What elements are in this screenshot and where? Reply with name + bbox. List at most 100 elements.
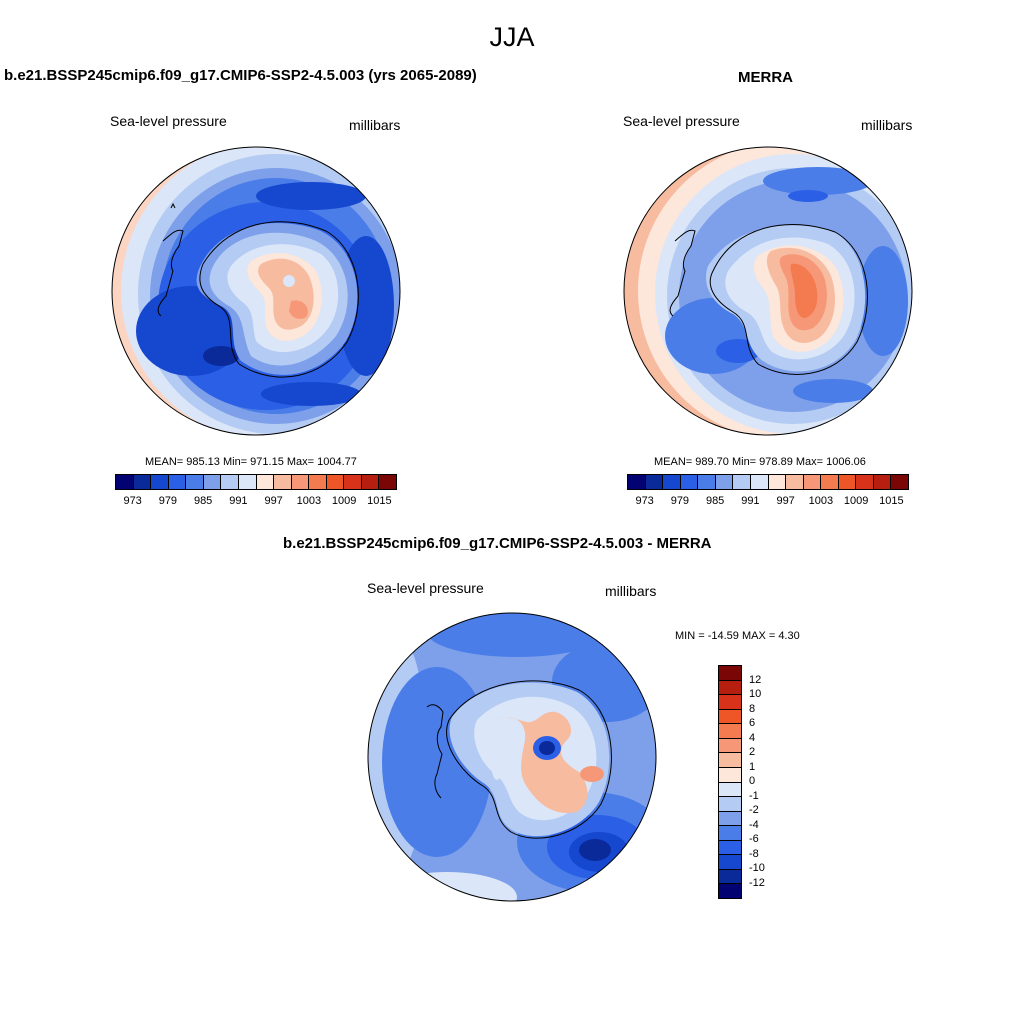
panel-2-colorbar-label: 1015 bbox=[879, 495, 904, 507]
panel-3-colorbar-swatch bbox=[719, 826, 741, 841]
panel-2-colorbar-swatch bbox=[873, 475, 892, 489]
panel-2-colorbar-swatch bbox=[838, 475, 857, 489]
panel-3-colorbar-label: -1 bbox=[749, 789, 759, 802]
panel-2-colorbar-swatch bbox=[803, 475, 822, 489]
panel-1-colorbar-label: 1003 bbox=[296, 495, 322, 507]
panel-2-colorbar-swatch bbox=[715, 475, 734, 489]
panel-2-colorbar-swatch bbox=[733, 475, 751, 489]
panel-1-colorbar-label: 1009 bbox=[331, 495, 357, 507]
panel-2-colorbar-label: 973 bbox=[635, 495, 654, 507]
panel-1-colorbar-label: 997 bbox=[264, 495, 283, 507]
panel-2-variable: Sea-level pressure bbox=[623, 113, 740, 129]
panel-1-colorbar-swatch bbox=[274, 475, 292, 489]
panel-3-colorbar-label: 2 bbox=[749, 746, 756, 758]
panel-2-colorbar-swatch bbox=[680, 475, 699, 489]
panel-1-colorbar-label: 973 bbox=[123, 495, 142, 507]
panel-1-colorbar-swatch bbox=[168, 475, 187, 489]
panel-1-colorbar-swatch bbox=[116, 475, 134, 489]
panel-1-colorbar-swatch bbox=[326, 475, 345, 489]
panel-3-colorbar-swatch bbox=[719, 695, 741, 710]
panel-2-colorbar-swatch bbox=[821, 475, 839, 489]
panel-3-colorbar-label: 0 bbox=[749, 775, 756, 787]
panel-3-colorbar-label: -10 bbox=[749, 862, 765, 874]
panel-2-colorbar bbox=[627, 474, 909, 490]
panel-3-colorbar-swatch bbox=[719, 884, 741, 898]
panel-2-colorbar-swatch bbox=[645, 475, 664, 489]
panel-3-polar-map bbox=[367, 612, 657, 902]
panel-3-colorbar-swatch bbox=[719, 738, 741, 754]
panel-2-colorbar-swatch bbox=[750, 475, 769, 489]
panel-2-title: MERRA bbox=[738, 69, 793, 86]
panel-2-colorbar-swatch bbox=[786, 475, 804, 489]
panel-3-variable: Sea-level pressure bbox=[367, 580, 484, 596]
panel-2-colorbar-label: 991 bbox=[741, 495, 760, 507]
panel-3-units: millibars bbox=[605, 583, 657, 599]
panel-1-colorbar-swatch bbox=[379, 475, 396, 489]
panel-3-colorbar-swatch bbox=[719, 666, 741, 681]
figure-title: JJA bbox=[489, 22, 535, 52]
panel-3-colorbar-labels: 12 10 8 6 4 2 1 0 -1 -2 -4 -6 -8 -10 -12 bbox=[749, 665, 779, 897]
panel-1-colorbar-swatch bbox=[361, 475, 380, 489]
panel-3-colorbar-label: -6 bbox=[749, 833, 759, 845]
panel-1-colorbar-swatch bbox=[151, 475, 169, 489]
panel-2-colorbar-swatch bbox=[628, 475, 646, 489]
panel-1-colorbar-label: 991 bbox=[229, 495, 248, 507]
panel-1-colorbar-swatch bbox=[221, 475, 239, 489]
panel-3-colorbar-swatch bbox=[719, 709, 741, 725]
panel-3-colorbar-label: -2 bbox=[749, 804, 759, 816]
panel-3-colorbar-swatch bbox=[719, 869, 741, 885]
panel-1-title: b.e21.BSSP245cmip6.f09_g17.CMIP6-SSP2-4.… bbox=[4, 67, 477, 84]
panel-1-colorbar-swatch bbox=[256, 475, 275, 489]
panel-3-colorbar-swatch bbox=[719, 840, 741, 856]
panel-3-colorbar-label: 4 bbox=[749, 731, 756, 744]
panel-2-colorbar-label: 1009 bbox=[843, 495, 869, 507]
panel-3-colorbar-swatch bbox=[719, 797, 741, 812]
panel-2-colorbar-swatch bbox=[663, 475, 681, 489]
panel-1-units: millibars bbox=[349, 117, 401, 133]
panel-1-stats: MEAN= 985.13 Min= 971.15 Max= 1004.77 bbox=[145, 456, 357, 468]
panel-3-colorbar-swatch bbox=[719, 767, 741, 783]
panel-1-polar-map bbox=[111, 146, 401, 436]
panel-1-colorbar-label: 1015 bbox=[367, 495, 392, 507]
panel-3-colorbar-swatch bbox=[719, 811, 741, 827]
panel-2-colorbar-label: 979 bbox=[670, 495, 690, 507]
panel-3-colorbar bbox=[718, 665, 742, 899]
panel-2-colorbar-label: 1003 bbox=[808, 495, 834, 507]
panel-2-colorbar-swatch bbox=[768, 475, 787, 489]
panel-2-colorbar-swatch bbox=[698, 475, 716, 489]
panel-3-colorbar-swatch bbox=[719, 782, 741, 798]
panel-3-colorbar-swatch bbox=[719, 855, 741, 870]
panel-3-colorbar-label: -4 bbox=[749, 818, 759, 831]
panel-3-colorbar-label: 10 bbox=[749, 688, 762, 700]
panel-1-colorbar-label: 985 bbox=[193, 495, 213, 507]
panel-1-colorbar-swatch bbox=[309, 475, 327, 489]
panel-3-colorbar-label: -12 bbox=[749, 876, 765, 889]
panel-1-colorbar-swatch bbox=[291, 475, 310, 489]
panel-3-stats: MIN = -14.59 MAX = 4.30 bbox=[675, 630, 800, 642]
panel-3-colorbar-label: 12 bbox=[749, 673, 762, 686]
panel-3-colorbar-label: 1 bbox=[749, 760, 756, 773]
panel-1-colorbar-swatch bbox=[238, 475, 257, 489]
panel-1-variable: Sea-level pressure bbox=[110, 113, 227, 129]
panel-3-title: b.e21.BSSP245cmip6.f09_g17.CMIP6-SSP2-4.… bbox=[283, 535, 712, 552]
panel-2-colorbar-label: 985 bbox=[705, 495, 725, 507]
panel-2-units: millibars bbox=[861, 117, 913, 133]
panel-3-colorbar-swatch bbox=[719, 753, 741, 768]
panel-1-colorbar-swatch bbox=[203, 475, 222, 489]
panel-1-colorbar-swatch bbox=[186, 475, 204, 489]
panel-3-colorbar-swatch bbox=[719, 724, 741, 739]
panel-1-colorbar-label: 979 bbox=[158, 495, 178, 507]
panel-2-stats: MEAN= 989.70 Min= 978.89 Max= 1006.06 bbox=[654, 456, 866, 468]
panel-3-colorbar-label: 8 bbox=[749, 702, 756, 715]
panel-2-colorbar-labels: 973 979 985 991 997 1003 1009 1015 bbox=[627, 495, 909, 509]
panel-3-colorbar-label: -8 bbox=[749, 847, 759, 860]
panel-1-colorbar-swatch bbox=[344, 475, 362, 489]
panel-2-colorbar-swatch bbox=[856, 475, 874, 489]
panel-3-colorbar-label: 6 bbox=[749, 717, 756, 729]
panel-2-colorbar-label: 997 bbox=[776, 495, 795, 507]
panel-1-colorbar-labels: 973 979 985 991 997 1003 1009 1015 bbox=[115, 495, 397, 509]
panel-2-colorbar-swatch bbox=[891, 475, 908, 489]
panel-2-polar-map bbox=[623, 146, 913, 436]
panel-1-colorbar bbox=[115, 474, 397, 490]
panel-3-colorbar-swatch bbox=[719, 680, 741, 696]
